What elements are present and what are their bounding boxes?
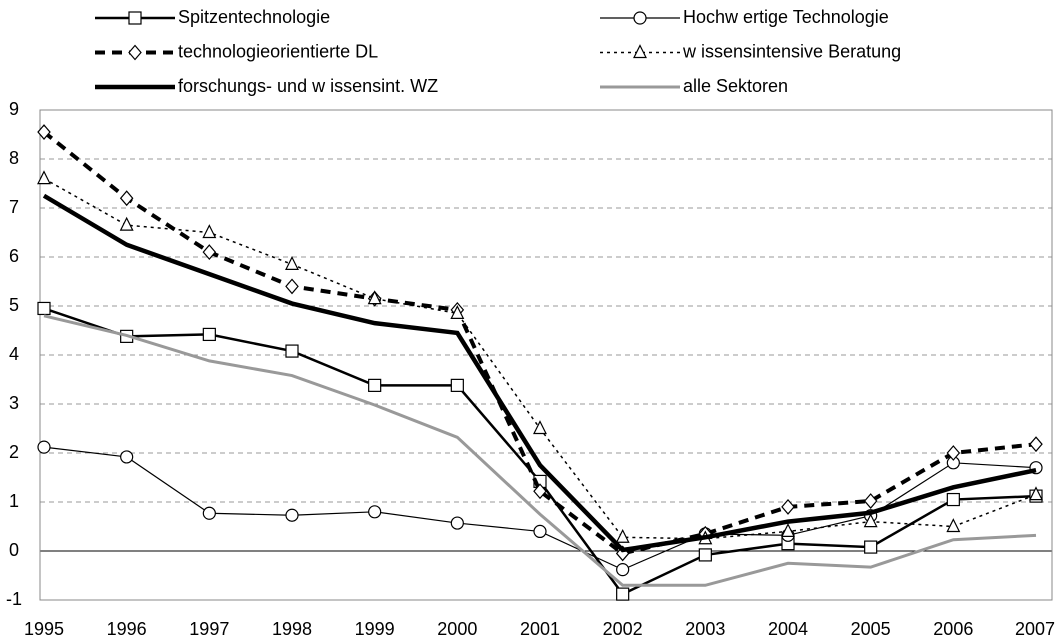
y-tick-label: 7 [9,197,19,217]
y-tick-label: 0 [9,540,19,560]
marker [616,587,630,601]
x-tick-label: 2007 [1015,619,1055,639]
series-line [42,193,1037,553]
marker [781,498,795,515]
series [37,124,1043,562]
marker [368,378,382,392]
marker [285,278,299,295]
x-tick-label: 2003 [685,619,725,639]
marker [450,516,464,530]
legend-item: w issensintensive Beratung [600,41,901,61]
y-tick-label: -1 [6,589,22,609]
marker [367,290,382,305]
x-tick-label: 2000 [437,619,477,639]
marker [863,513,878,528]
marker [119,216,134,231]
x-tick-label: 1995 [24,619,64,639]
marker [946,492,960,507]
marker [285,344,299,358]
marker [120,450,134,464]
marker [450,305,465,319]
y-tick-label: 8 [9,148,19,168]
marker [533,524,547,539]
marker [946,445,961,461]
marker [119,190,134,207]
marker [202,244,217,261]
marker [946,518,961,533]
x-tick-label: 2006 [933,619,973,639]
marker [633,11,647,25]
x-tick-label: 2001 [520,619,560,639]
x-tick-label: 2002 [603,619,643,639]
marker [615,528,630,543]
marker [37,124,51,140]
marker [202,327,216,342]
marker [450,378,464,392]
marker [533,483,547,500]
y-tick-label: 5 [9,295,19,315]
marker [616,563,630,577]
marker [698,548,712,562]
x-tick-label: 1996 [107,619,147,639]
marker [37,440,51,454]
series [37,301,1043,601]
marker [781,523,795,538]
y-tick-label: 2 [9,442,19,462]
y-tick-label: 1 [9,491,19,511]
marker [633,44,647,59]
marker [202,224,217,239]
legend-label: forschungs- und w issensint. WZ [178,76,438,96]
x-tick-label: 1997 [189,619,229,639]
y-tick-label: 6 [9,246,19,266]
series [37,170,1043,545]
legend-label: alle Sektoren [683,76,788,96]
marker [368,505,382,519]
x-tick-label: 2004 [768,619,808,639]
legend-label: Hochw ertige Technologie [683,7,889,27]
legend-label: Spitzentechnologie [178,7,330,27]
x-tick-label: 2005 [851,619,891,639]
series [42,193,1037,553]
marker [1029,486,1043,501]
legend-label: technologieorientierte DL [178,41,378,61]
legend-item: technologieorientierte DL [95,41,378,61]
marker [1029,436,1043,453]
x-tick-label: 1998 [272,619,312,639]
marker [863,493,878,509]
marker [37,301,51,316]
marker [285,508,299,522]
series [43,314,1037,587]
x-tick-label: 1999 [355,619,395,639]
marker [533,420,547,435]
marker [864,540,878,554]
legend-item: forschungs- und w issensint. WZ [95,76,438,96]
legend-item: alle Sektoren [600,76,788,96]
y-tick-label: 4 [9,344,19,364]
y-tick-label: 3 [9,393,19,413]
series-line [43,314,1037,587]
legend-item: Hochw ertige Technologie [600,7,889,27]
marker [128,11,142,25]
legend-item: Spitzentechnologie [95,7,330,27]
plot-frame [39,109,1053,601]
marker [202,506,216,520]
y-tick-label: 9 [9,99,19,119]
marker [37,170,51,185]
marker [128,44,142,61]
legend-label: w issensintensive Beratung [682,41,901,61]
marker [285,256,299,270]
